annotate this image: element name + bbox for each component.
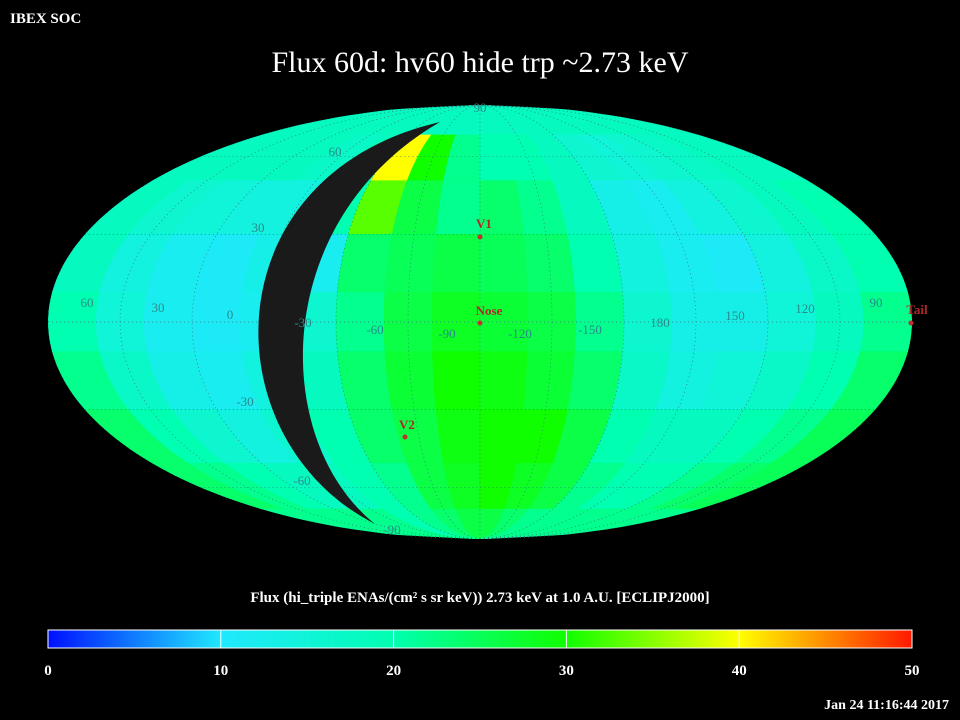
colorbar-tick-label: 20 — [386, 663, 401, 679]
lon-label: 120 — [795, 301, 815, 316]
flux-cell — [384, 351, 437, 410]
title: Flux 60d: hv60 hide trp ~2.73 keV — [271, 46, 688, 79]
colorbar — [47, 629, 913, 649]
colorbar-label: Flux (hi_triple ENAs/(cm² s sr keV)) 2.7… — [250, 590, 709, 606]
no-data-crescent — [258, 122, 440, 524]
marker-label: V1 — [476, 216, 492, 231]
lon-label: 180 — [650, 315, 670, 330]
colorbar-tick-label: 50 — [905, 663, 920, 679]
lon-label: 90 — [870, 295, 883, 310]
lat-label: -60 — [293, 473, 310, 488]
lon-label: 30 — [152, 300, 165, 315]
org: IBEX SOC — [10, 11, 81, 27]
marker-label: Tail — [906, 302, 928, 317]
lon-label: -30 — [294, 315, 311, 330]
lat-label: -90 — [383, 522, 400, 537]
flux-cell — [432, 351, 481, 410]
lat-label: 60 — [329, 144, 342, 159]
colorbar-tick-label: 10 — [213, 663, 228, 679]
lon-label: -120 — [508, 326, 532, 341]
colorbar-tick-label: 40 — [732, 663, 747, 679]
timestamp: Jan 24 11:16:44 2017 — [824, 698, 949, 713]
marker-label: Nose — [476, 303, 503, 318]
flux-cell — [435, 180, 481, 235]
marker-label: V2 — [399, 417, 415, 432]
marker-dot — [908, 320, 914, 326]
flux-cell — [523, 351, 576, 410]
marker-dot — [477, 234, 483, 240]
lon-label: 150 — [725, 308, 745, 323]
flux-cell — [479, 351, 528, 410]
lon-label: -90 — [438, 326, 455, 341]
lon-label: 60 — [81, 295, 94, 310]
flux-cell — [479, 409, 525, 464]
colorbar-ticks: 0 10 20 30 40 50 — [44, 630, 920, 679]
marker-dot — [402, 434, 408, 440]
flux-cell — [191, 292, 243, 352]
lon-label: -60 — [366, 322, 383, 337]
lat-label: 30 — [252, 220, 265, 235]
marker-dot — [477, 320, 483, 326]
lon-label: 0 — [227, 307, 234, 322]
lat-label: 90 — [474, 100, 487, 115]
flux-cell — [435, 409, 481, 464]
colorbar-tick-label: 30 — [559, 663, 574, 679]
colorbar-tick-label: 0 — [44, 663, 52, 679]
lat-label: -30 — [236, 394, 253, 409]
map-labels: 60 30 0 -30 -60 -90 -120 -150 180 150 120 90 90 60 30 -… — [81, 100, 928, 537]
flux-cell — [432, 234, 481, 293]
flux-cell — [479, 234, 528, 293]
lon-label: -150 — [578, 322, 602, 337]
